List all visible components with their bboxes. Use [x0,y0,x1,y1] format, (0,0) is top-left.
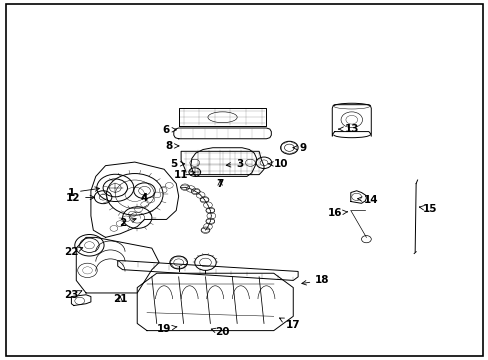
Text: 2: 2 [119,218,136,228]
Text: 1: 1 [68,187,99,198]
Text: 16: 16 [327,208,347,218]
Text: 13: 13 [338,124,358,134]
Text: 20: 20 [211,327,229,337]
Text: 23: 23 [64,291,81,301]
Text: 15: 15 [419,204,436,214]
Text: 11: 11 [174,170,194,180]
Text: 5: 5 [170,159,184,169]
Text: 18: 18 [301,275,329,285]
Text: 9: 9 [292,143,306,153]
Text: 3: 3 [226,159,243,169]
Text: 6: 6 [163,125,176,135]
Text: 8: 8 [165,141,179,151]
Text: 19: 19 [157,324,177,334]
Text: 17: 17 [279,318,300,330]
Text: 14: 14 [357,195,378,205]
Text: 21: 21 [113,294,127,304]
Text: 7: 7 [216,179,224,189]
Text: 22: 22 [64,247,82,257]
Text: 4: 4 [141,193,148,203]
Text: 10: 10 [268,159,288,169]
Text: 12: 12 [65,193,94,203]
